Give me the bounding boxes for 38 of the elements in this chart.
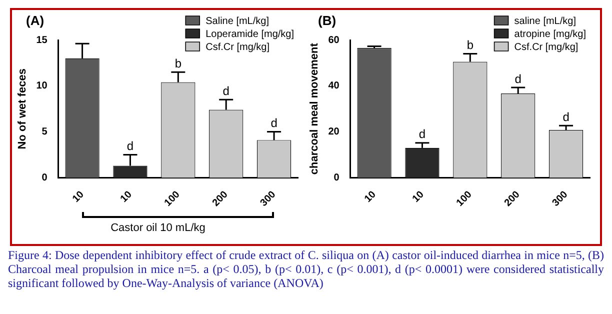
y-tick-label: 60 <box>328 34 340 46</box>
data-label: d <box>418 127 426 142</box>
x-tick-label: 10 <box>362 188 379 205</box>
data-label: d <box>270 116 278 130</box>
y-tick-label: 5 <box>42 126 48 138</box>
x-tick-label: 200 <box>502 188 522 209</box>
y-tick-label: 40 <box>328 80 340 92</box>
text: Castor oil 10 mL/kg <box>110 222 206 235</box>
y-tick-label: 10 <box>36 80 48 92</box>
legend-label: Loperamide [mg/kg] <box>206 28 294 40</box>
x-tick-label: 200 <box>210 188 230 209</box>
y-axis-title: No of wet feces <box>16 68 29 150</box>
chart-title: (A) <box>26 13 44 28</box>
y-tick-label: 0 <box>42 172 48 184</box>
data-label: d <box>562 110 570 124</box>
caption: Figure 4: Dose dependent inhibitory effect of crude extract of C. siliqua on (A) castor oil-induced diarrhea in mice n=5, (B) Charcoal meal propulsion in mice n=5. a (p< 0.05), b (p< 0.01), c (p< 0.001), d (p< 0.0001) were considered statistically significant followed by One-Way-Analysis of variance (ANOVA) <box>8 248 604 290</box>
legend-label: saline [mL/kg] <box>514 16 576 27</box>
legend-label: atropine [mg/kg] <box>514 28 586 40</box>
x-tick-label: 10 <box>118 188 135 205</box>
chart-title: (B) <box>318 13 336 28</box>
y-axis-title: charcoal meal movement <box>308 42 321 175</box>
data-label: d <box>126 139 134 154</box>
legend-label: Csf.Cr [mg/kg] <box>206 42 270 53</box>
y-tick-label: 15 <box>36 34 48 46</box>
y-tick-label: 20 <box>328 126 340 138</box>
x-tick-label: 100 <box>454 188 475 209</box>
y-tick-label: 0 <box>334 172 340 184</box>
x-tick-label: 100 <box>162 188 183 209</box>
x-tick-label: 300 <box>258 188 278 209</box>
legend-label: Saline [mL/kg] <box>206 16 270 27</box>
data-label: b <box>466 38 474 52</box>
legend-label: Csf.Cr [mg/kg] <box>514 42 578 53</box>
data-label: d <box>222 84 230 98</box>
data-label: d <box>514 72 522 86</box>
x-tick-label: 300 <box>550 188 570 209</box>
data-label: b <box>174 56 182 70</box>
x-tick-label: 10 <box>410 188 427 205</box>
x-tick-label: 10 <box>70 188 87 205</box>
